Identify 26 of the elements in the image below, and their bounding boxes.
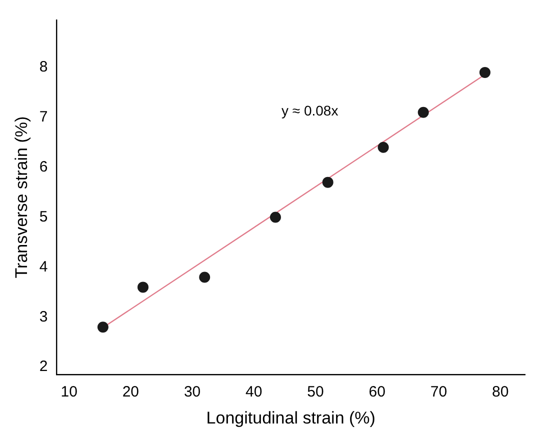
point [479, 66, 490, 78]
point [378, 142, 389, 153]
y-tick-label: 2 [39, 358, 48, 376]
x-tick-label: 50 [307, 384, 324, 401]
x-tick-label: 80 [492, 384, 509, 401]
annotation: y ≈ 0.08x [282, 102, 338, 119]
y-tick-label: 6 [39, 158, 48, 176]
point [418, 106, 429, 118]
point [138, 282, 148, 293]
y-axis-title: Transverse strain (%) [12, 116, 31, 278]
point [97, 322, 108, 333]
x-axis-title: Longitudinal strain (%) [206, 408, 376, 428]
x-tick-label: 10 [60, 384, 78, 401]
y-tick-label: 5 [39, 208, 48, 226]
x-tick-label: 30 [184, 384, 201, 401]
x-tick-label: 20 [122, 384, 140, 401]
x-tick-label: 40 [246, 384, 262, 401]
y-tick-label: 8 [39, 58, 48, 76]
y-tick-label: 4 [39, 258, 48, 276]
y-tick-label: 7 [39, 108, 48, 126]
point [270, 212, 281, 223]
point [322, 176, 334, 188]
x-tick-label: 70 [430, 384, 448, 401]
point [199, 272, 210, 283]
x-tick-label: 60 [368, 384, 386, 401]
y-tick-label: 3 [39, 308, 48, 326]
